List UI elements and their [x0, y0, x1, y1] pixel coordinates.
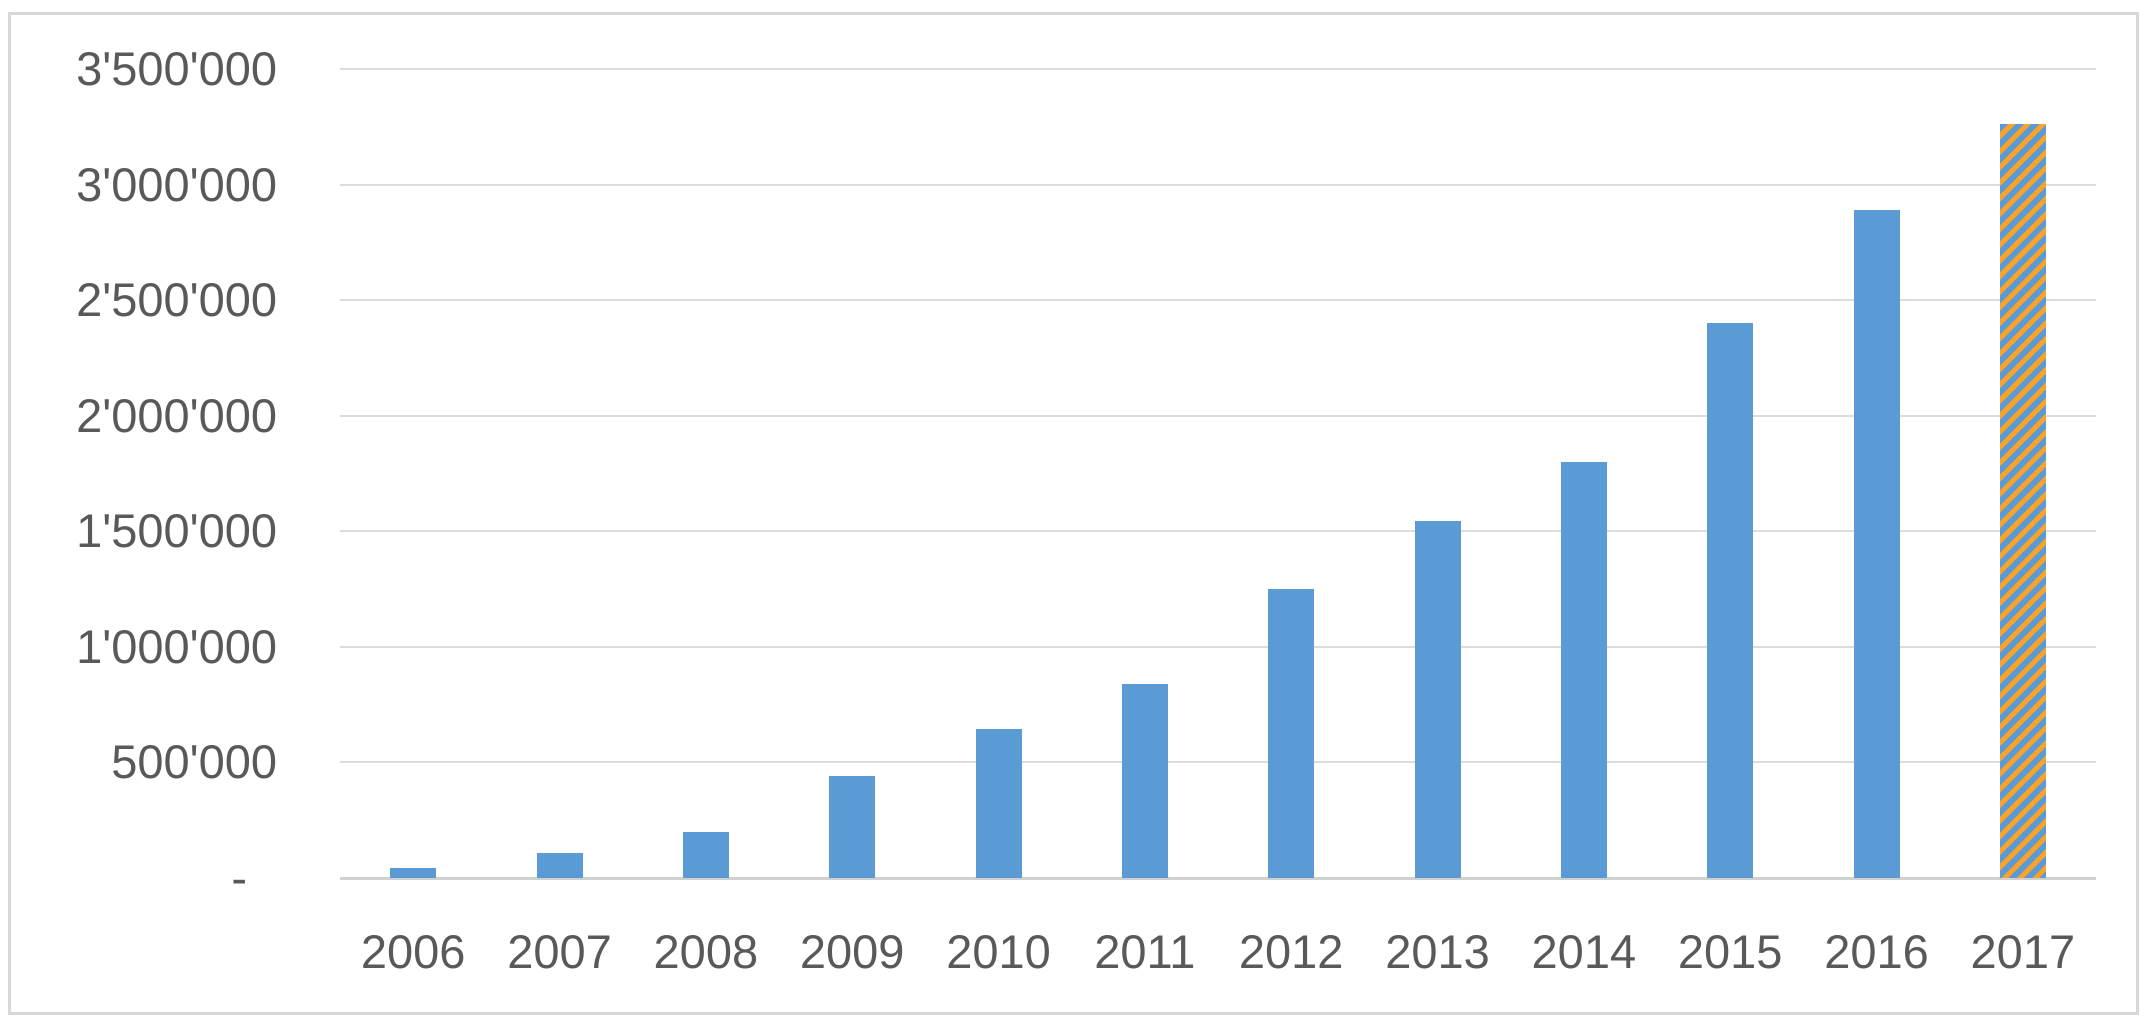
y-tick-label: 1'500'000 — [76, 504, 277, 558]
y-tick-label: 2'500'000 — [76, 273, 277, 327]
y-tick-label: 1'000'000 — [76, 619, 277, 673]
y-tick-label: 500'000 — [111, 735, 277, 789]
gridline — [340, 68, 2096, 70]
bar-2017-highlighted — [1999, 124, 2046, 878]
x-tick-label: 2011 — [1094, 925, 1196, 978]
y-tick-label: 3'500'000 — [76, 42, 277, 95]
x-tick-label: 2015 — [1677, 925, 1783, 978]
gridline — [340, 414, 2096, 417]
bar-2016 — [1853, 210, 1900, 878]
bar-2015 — [1707, 323, 1754, 878]
bar-2007 — [536, 852, 583, 878]
bar-2013 — [1414, 520, 1461, 878]
bar-2009 — [829, 776, 876, 878]
gridline — [340, 761, 2096, 764]
x-tick-label: 2007 — [507, 925, 612, 978]
bar-2014 — [1560, 461, 1607, 878]
x-tick-label: 2008 — [653, 925, 759, 978]
x-tick-label: 2012 — [1238, 925, 1344, 978]
gridline — [340, 645, 2096, 648]
x-tick-label: 2013 — [1385, 925, 1490, 978]
x-axis-line — [340, 877, 2096, 880]
bar-2012 — [1268, 589, 1315, 878]
y-tick-label: 2'000'000 — [76, 388, 277, 442]
bar-2011 — [1121, 683, 1168, 878]
x-tick-label: 2009 — [799, 925, 905, 978]
y-tick-label: - — [231, 851, 247, 904]
plot-area — [340, 68, 2096, 880]
x-tick-label: 2006 — [360, 925, 466, 978]
gridline — [340, 530, 2096, 533]
y-tick-label: 3'000'000 — [76, 157, 277, 211]
bar-2006 — [390, 867, 437, 878]
x-tick-label: 2016 — [1824, 925, 1929, 978]
x-tick-label: 2014 — [1531, 925, 1637, 978]
bar-2010 — [975, 728, 1022, 878]
gridline — [340, 299, 2096, 302]
chart-frame-border — [8, 12, 2139, 1015]
x-tick-label: 2010 — [946, 925, 1051, 978]
bar-2008 — [682, 831, 729, 878]
x-tick-label: 2017 — [1970, 925, 2076, 978]
gridline — [340, 183, 2096, 186]
